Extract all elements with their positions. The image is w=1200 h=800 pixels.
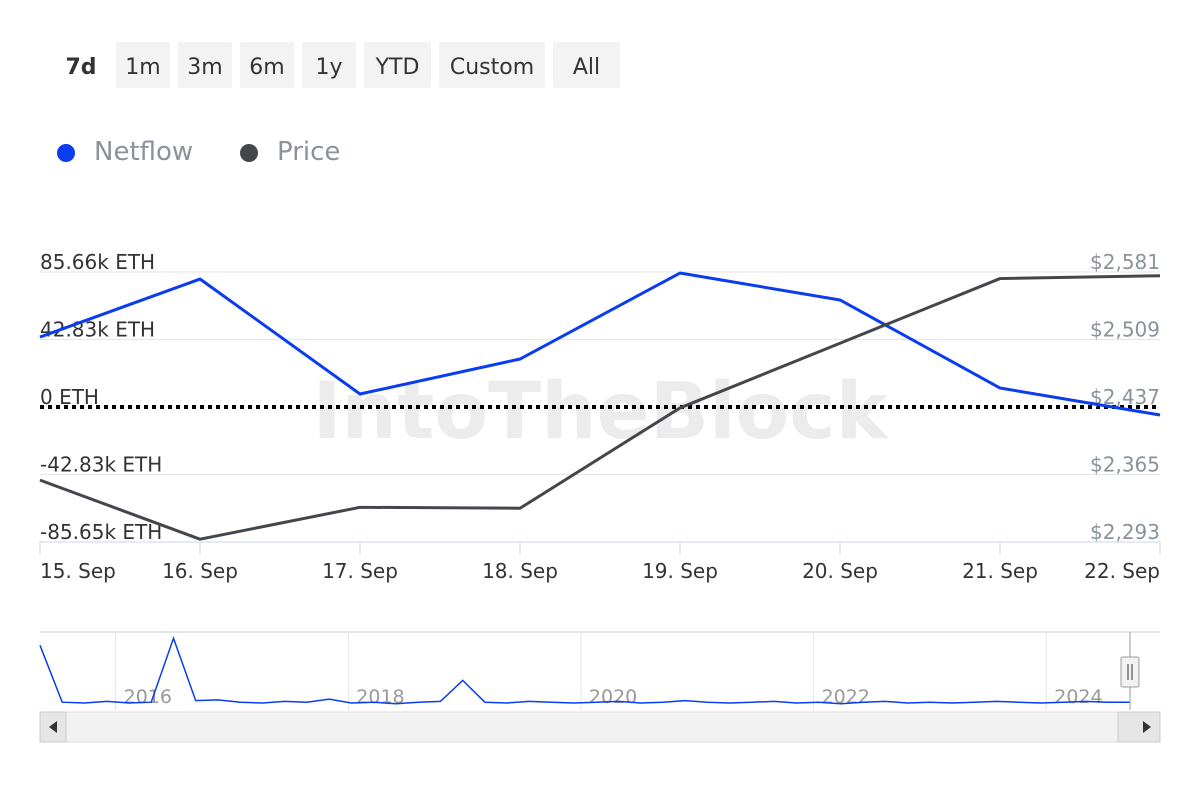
range-button-label[interactable]: 6m [249,55,284,80]
range-button[interactable] [364,42,431,88]
range-button[interactable] [116,42,170,88]
x-tick-label: 21. Sep [962,559,1038,583]
navigator-tick-label: 2024 [1054,686,1102,708]
legend: Netflow Price [57,137,340,167]
y-tick-label: 0 ETH [40,385,99,409]
range-button[interactable] [240,42,294,88]
range-button[interactable] [302,42,356,88]
x-tick-label: 22. Sep [1084,559,1160,583]
y-tick-label: 85.66k ETH [40,250,155,274]
legend-marker[interactable] [240,144,258,162]
range-button-label[interactable]: YTD [375,55,420,80]
range-button-label[interactable]: 7d [65,55,96,80]
y2-tick-label: $2,509 [1090,318,1160,342]
x-tick-label: 17. Sep [322,559,398,583]
x-tick-label: 18. Sep [482,559,558,583]
range-button[interactable] [439,42,545,88]
legend-label[interactable]: Price [277,137,340,167]
navigator-tick-label: 2020 [589,686,637,708]
range-button[interactable] [178,42,232,88]
scroll-right-arrow [1143,721,1151,733]
series-line [39,271,1161,417]
range-button[interactable] [553,42,620,88]
x-tick-label: 16. Sep [162,559,238,583]
y2-tick-label: $2,365 [1090,453,1160,477]
range-selector: 7d 1m 3m 6m 1y YTD Custom All [54,42,620,88]
y2-tick-label: $2,293 [1090,520,1160,544]
y-tick-label: -42.83k ETH [40,453,162,477]
watermark: IntoTheBlock [313,367,890,457]
navigator-tick-label: 2016 [124,686,172,708]
x-tick-label: 15. Sep [40,559,116,583]
y2-tick-label: $2,581 [1090,250,1160,274]
legend-marker[interactable] [57,144,75,162]
series-line [39,274,1161,541]
navigator-tick-label: 2022 [822,686,870,708]
navigator-handle[interactable] [1120,656,1140,688]
y-tick-label: -85.65k ETH [40,520,162,544]
navigator-line [39,635,1130,705]
x-tick-label: 19. Sep [642,559,718,583]
legend-label[interactable]: Netflow [94,137,193,167]
scroll-right-button[interactable] [1117,711,1161,743]
range-button-label[interactable]: 1y [315,55,342,80]
scroll-left-arrow [49,721,57,733]
range-button-label[interactable]: Custom [450,55,534,80]
navigator-tick-label: 2018 [356,686,404,708]
scrollbar-track [39,711,1161,743]
range-button-label[interactable]: 3m [187,55,222,80]
navigator: 2016 2018 2020 2022 2024 [39,631,1161,743]
x-tick-label: 20. Sep [802,559,878,583]
range-button-label[interactable]: 1m [125,55,160,80]
range-button-label[interactable]: All [573,55,600,80]
range-button[interactable] [54,42,108,88]
